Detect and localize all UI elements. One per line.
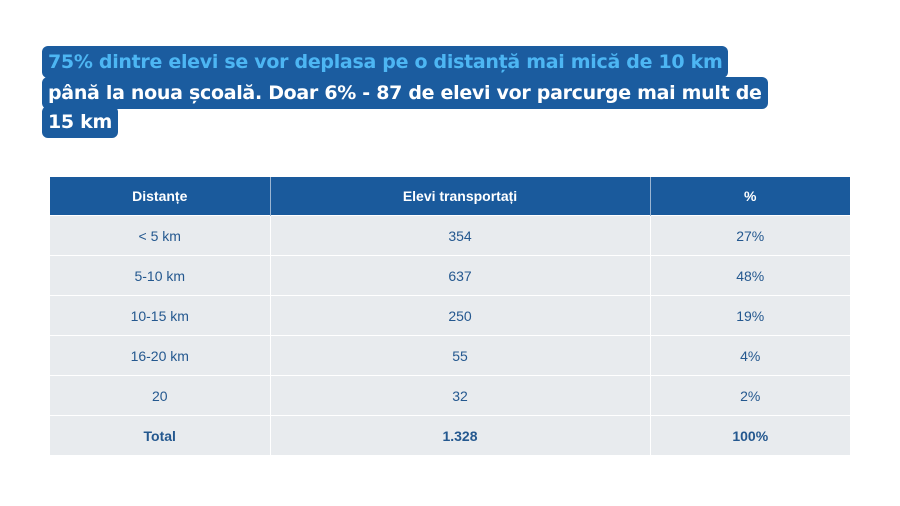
headline-line-1: 75% dintre elevi se vor deplasa pe o dis… bbox=[42, 46, 729, 78]
cell-percent: 48% bbox=[650, 255, 850, 296]
table-row: 16-20 km 55 4% bbox=[50, 335, 850, 376]
table-total-row: Total 1.328 100% bbox=[50, 415, 850, 455]
distance-table: Distanțe Elevi transportați % < 5 km 354 2… bbox=[50, 177, 850, 455]
cell-distance: 10-15 km bbox=[50, 295, 271, 336]
table-row: < 5 km 354 27% bbox=[50, 215, 850, 256]
headline-line-2: până la noua școală. Doar 6% - 87 de ele… bbox=[42, 77, 768, 109]
cell-students: 354 bbox=[270, 215, 651, 256]
cell-distance: Total bbox=[50, 415, 271, 455]
cell-distance: 5-10 km bbox=[50, 255, 271, 296]
table-row: 5-10 km 637 48% bbox=[50, 255, 850, 296]
cell-students: 250 bbox=[270, 295, 651, 336]
cell-distance: < 5 km bbox=[50, 215, 271, 256]
table-row: 10-15 km 250 19% bbox=[50, 295, 850, 336]
table-row: 20 32 2% bbox=[50, 375, 850, 416]
header-distance: Distanțe bbox=[50, 177, 271, 216]
table-header-row: Distanțe Elevi transportați % bbox=[50, 177, 850, 216]
cell-percent: 2% bbox=[650, 375, 850, 416]
cell-students: 637 bbox=[270, 255, 651, 296]
headline-line-3: 15 km bbox=[42, 106, 118, 138]
header-percent: % bbox=[650, 177, 850, 216]
header-students: Elevi transportați bbox=[270, 177, 651, 216]
cell-percent: 27% bbox=[650, 215, 850, 256]
cell-students: 1.328 bbox=[270, 415, 651, 455]
cell-distance: 20 bbox=[50, 375, 271, 416]
cell-percent: 19% bbox=[650, 295, 850, 336]
cell-distance: 16-20 km bbox=[50, 335, 271, 376]
cell-percent: 4% bbox=[650, 335, 850, 376]
cell-students: 32 bbox=[270, 375, 651, 416]
cell-students: 55 bbox=[270, 335, 651, 376]
cell-percent: 100% bbox=[650, 415, 850, 455]
